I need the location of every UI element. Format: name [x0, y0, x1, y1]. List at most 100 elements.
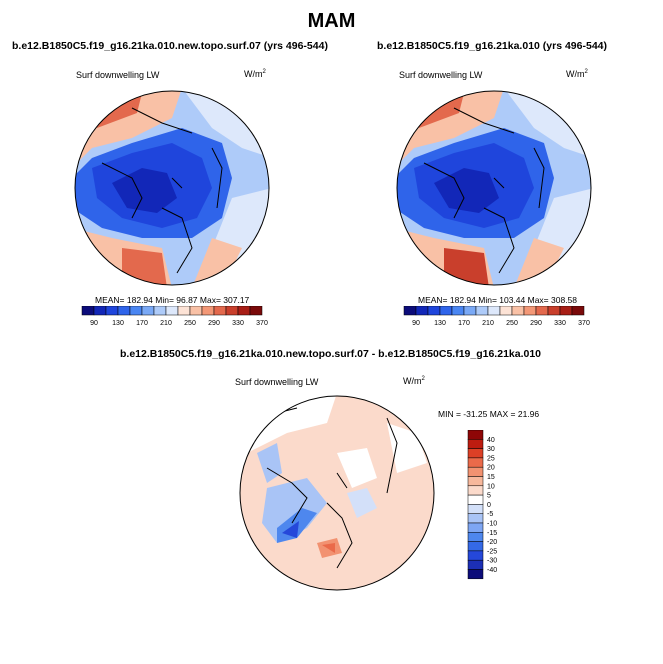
panel-1-colorbar: 90 130 170 210 250 290 330 370: [81, 306, 268, 327]
colorbar-tick-label: 0: [487, 502, 491, 509]
colorbar-tick-label: 330: [232, 320, 244, 327]
colorbar-swatch: [467, 550, 484, 561]
colorbar-swatch: [201, 306, 215, 316]
diff-field-pos-strong: [322, 543, 335, 553]
colorbar-swatch: [467, 494, 484, 505]
colorbar-tick-label: 90: [412, 320, 420, 327]
colorbar-tick-label: 30: [487, 446, 495, 453]
colorbar-swatch: [559, 306, 573, 316]
coastline: [101, 107, 223, 274]
colorbar-swatch: [547, 306, 561, 316]
colorbar-swatch: [467, 448, 484, 459]
colorbar-tick-label: 330: [554, 320, 566, 327]
colorbar-swatch: [165, 306, 179, 316]
diff-field-neg-small-2: [262, 478, 327, 543]
colorbar-tick-label: 5: [487, 493, 491, 500]
panel-1-polar-map: [74, 90, 270, 286]
colorbar-tick-label: 170: [458, 320, 470, 327]
colorbar-swatch: [467, 522, 484, 533]
colorbar-swatch: [467, 430, 484, 440]
colorbar-tick-label: 250: [184, 320, 196, 327]
colorbar-swatch: [189, 306, 203, 316]
colorbar-swatch: [129, 306, 143, 316]
colorbar-tick-label: 370: [578, 320, 590, 327]
colorbar-swatch: [427, 306, 441, 316]
colorbar-swatch: [225, 306, 239, 316]
colorbar-tick-label: -40: [487, 567, 497, 574]
colorbar-swatch: [467, 504, 484, 514]
panel-1-stats: MEAN= 182.94 Min= 96.87 Max= 307.17: [95, 295, 250, 305]
colorbar-tick-label: 25: [487, 455, 495, 462]
panel-1-variable: Surf downwelling LW: [76, 70, 160, 80]
colorbar-swatch: [141, 306, 155, 316]
colorbar-swatch: [523, 306, 537, 316]
map-field-warm-east: [514, 238, 564, 285]
colorbar-swatch: [467, 559, 484, 570]
colorbar-tick-label: 15: [487, 474, 495, 481]
diff-panel-polar-map: [239, 395, 435, 591]
diff-panel-units: W/m2: [403, 376, 425, 386]
colorbar-tick-label: 370: [256, 320, 268, 327]
colorbar-swatch: [487, 306, 501, 316]
colorbar-tick-label: -10: [487, 521, 497, 528]
panel-2-units: W/m2: [566, 69, 588, 79]
map-field-hot-atlantic: [122, 248, 167, 285]
colorbar-swatch: [467, 541, 484, 552]
colorbar-tick-label: 130: [434, 320, 446, 327]
colorbar-swatch: [451, 306, 465, 316]
colorbar-swatch: [475, 306, 489, 316]
colorbar-swatch: [467, 532, 484, 542]
colorbar-swatch: [535, 306, 549, 316]
colorbar-tick-label: 130: [112, 320, 124, 327]
map-boundary: [396, 90, 592, 286]
colorbar-tick-label: 290: [208, 320, 220, 327]
colorbar-swatch: [415, 306, 429, 316]
colorbar-swatch: [571, 306, 585, 316]
panel-1-title: b.e12.B1850C5.f19_g16.21ka.010.new.topo.…: [12, 40, 328, 52]
colorbar-tick-label: -5: [487, 511, 493, 518]
colorbar-swatch: [463, 306, 477, 316]
colorbar-tick-label: 20: [487, 465, 495, 472]
colorbar-tick-label: 210: [160, 320, 172, 327]
colorbar-swatch: [467, 439, 484, 449]
colorbar-swatch: [499, 306, 513, 316]
colorbar-swatch: [93, 306, 107, 316]
map-boundary: [239, 395, 435, 591]
colorbar-tick-label: -20: [487, 539, 497, 546]
colorbar-swatch: [467, 457, 484, 468]
colorbar-swatch: [153, 306, 167, 316]
colorbar-tick-label: -25: [487, 548, 497, 555]
panel-1-units: W/m2: [244, 69, 266, 79]
colorbar-swatch: [249, 306, 263, 316]
colorbar-swatch: [81, 306, 95, 316]
map-boundary: [74, 90, 270, 286]
map-field-hot-atlantic: [444, 248, 489, 285]
map-field-coldest: [112, 168, 177, 213]
diff-panel-colorbar: 40 30 25 20 15 10 5 0 -5 -10 -15 -20 -25 -30 -40: [467, 430, 497, 580]
colorbar-tick-label: -30: [487, 558, 497, 565]
colorbar-swatch: [117, 306, 131, 316]
panel-2-polar-map: [396, 90, 592, 286]
diff-panel-stats: MIN = -31.25 MAX = 21.96: [438, 409, 540, 419]
colorbar-tick-label: 250: [506, 320, 518, 327]
colorbar-tick-label: 40: [487, 437, 495, 444]
map-field-warm-east: [192, 238, 242, 285]
colorbar-swatch: [467, 569, 484, 580]
panel-2-stats: MEAN= 182.94 Min= 103.44 Max= 308.58: [418, 295, 578, 305]
diff-panel-title: b.e12.B1850C5.f19_g16.21ka.010.new.topo.…: [120, 348, 542, 360]
panel-2-title: b.e12.B1850C5.f19_g16.21ka.010 (yrs 496-…: [377, 40, 607, 52]
colorbar-swatch: [467, 485, 484, 496]
colorbar-swatch: [105, 306, 119, 316]
diff-field-neg-strong: [282, 521, 299, 538]
colorbar-swatch: [213, 306, 227, 316]
main-title: MAM: [307, 10, 356, 32]
colorbar-tick-label: 170: [136, 320, 148, 327]
colorbar-swatch: [177, 306, 191, 316]
colorbar-tick-label: 10: [487, 483, 495, 490]
colorbar-tick-label: 90: [90, 320, 98, 327]
panel-2-colorbar: 90 130 170 210 250 290 330 370: [403, 306, 590, 327]
diff-field-zero-2: [337, 448, 377, 488]
diff-panel-variable: Surf downwelling LW: [235, 377, 319, 387]
colorbar-swatch: [467, 476, 484, 487]
colorbar-tick-label: 290: [530, 320, 542, 327]
